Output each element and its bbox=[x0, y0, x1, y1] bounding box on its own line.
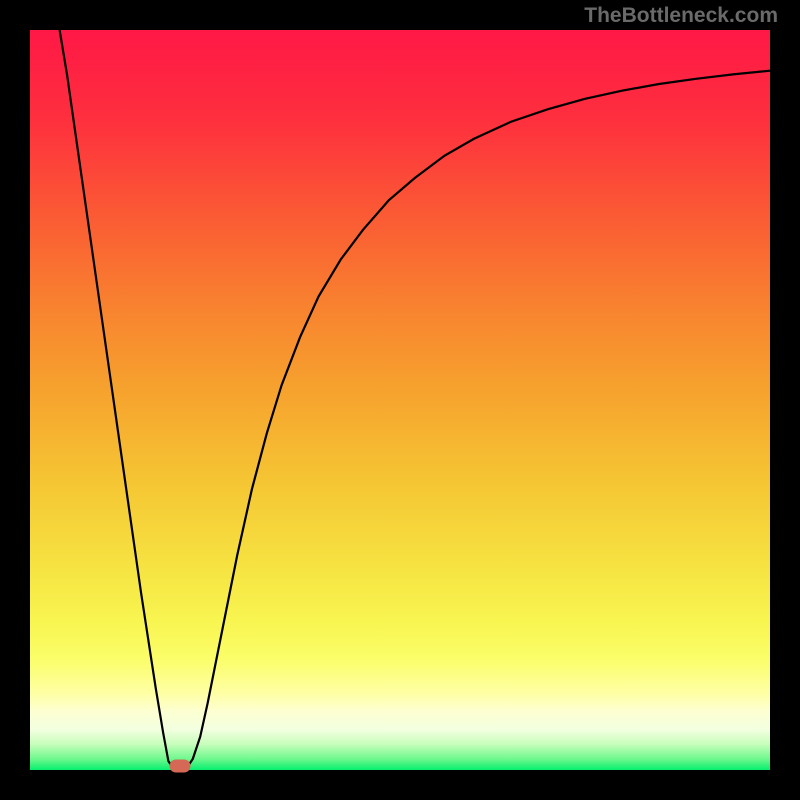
chart-plot-area bbox=[30, 30, 770, 770]
chart-curve bbox=[30, 30, 770, 770]
watermark-text: TheBottleneck.com bbox=[584, 4, 778, 28]
chart-minimum-marker bbox=[170, 760, 191, 773]
